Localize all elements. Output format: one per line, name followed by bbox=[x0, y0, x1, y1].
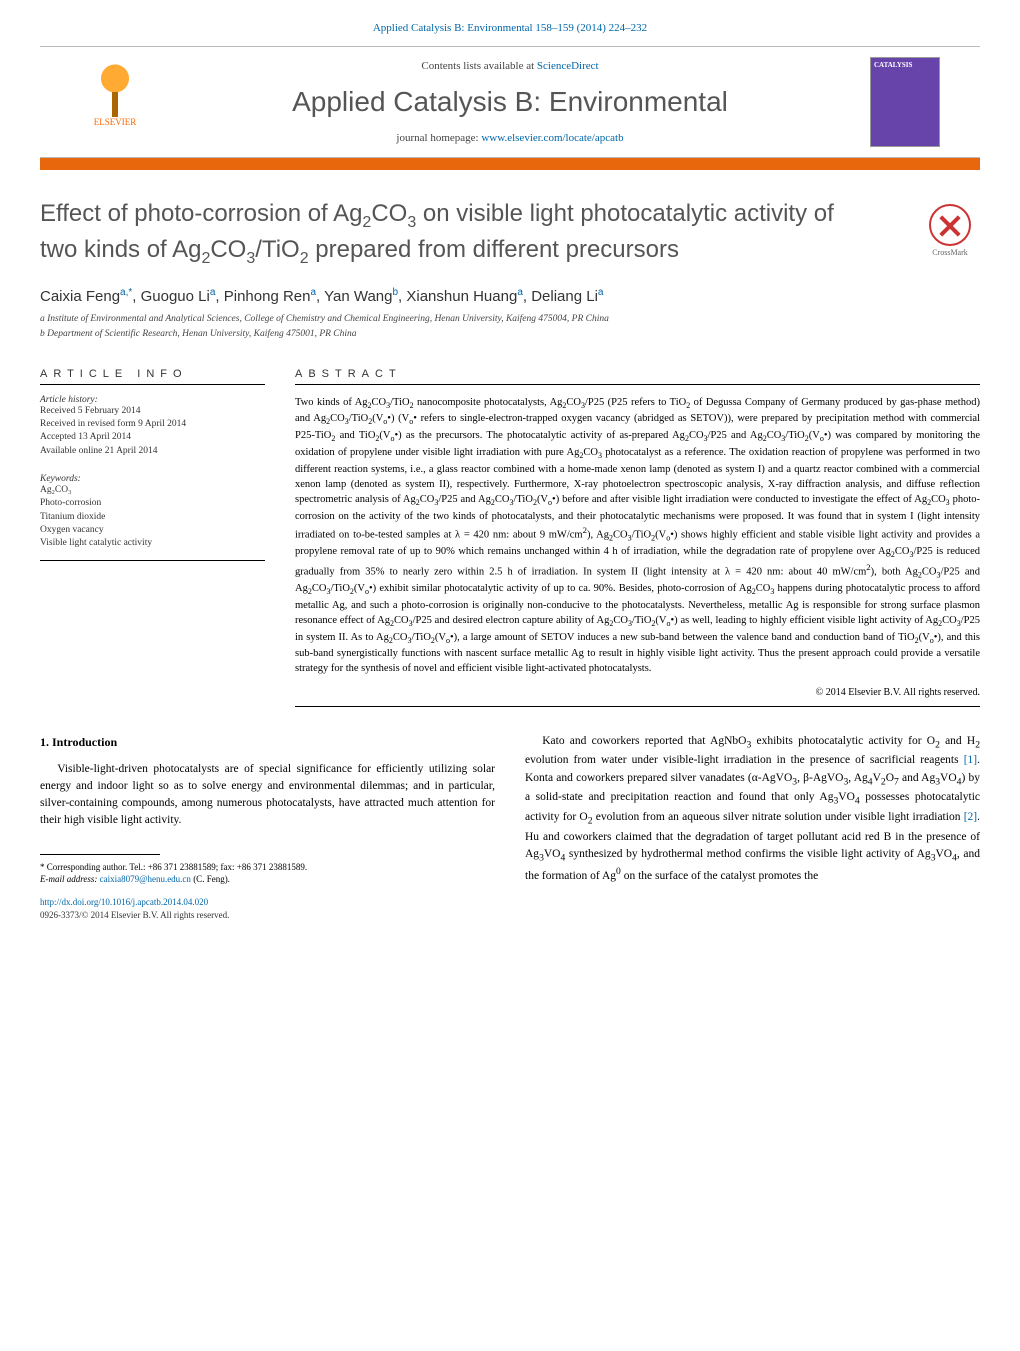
info-abstract-row: ARTICLE INFO Article history: Received 5… bbox=[40, 368, 980, 707]
journal-name: Applied Catalysis B: Environmental bbox=[150, 86, 870, 118]
journal-homepage-link[interactable]: www.elsevier.com/locate/apcatb bbox=[481, 132, 623, 144]
history-lines: Received 5 February 2014 Received in rev… bbox=[40, 405, 265, 458]
history-revised: Received in revised form 9 April 2014 bbox=[40, 418, 265, 431]
corresponding-email-link[interactable]: caixia8079@henu.edu.cn bbox=[100, 874, 191, 884]
doi-link[interactable]: http://dx.doi.org/10.1016/j.apcatb.2014.… bbox=[40, 897, 208, 907]
intro-p2: Kato and coworkers reported that AgNbO3 … bbox=[525, 733, 980, 886]
crossmark-badge[interactable]: CrossMark bbox=[920, 204, 980, 264]
keywords-label: Keywords: bbox=[40, 474, 265, 484]
article-info-col: ARTICLE INFO Article history: Received 5… bbox=[40, 368, 265, 707]
article-info-head: ARTICLE INFO bbox=[40, 368, 265, 385]
keywords-lines: Ag₂CO₃ Photo-corrosion Titanium dioxide … bbox=[40, 484, 265, 561]
keyword-3: Titanium dioxide bbox=[40, 511, 265, 524]
journal-ref-bar: Applied Catalysis B: Environmental 158–1… bbox=[0, 0, 1020, 46]
sciencedirect-link[interactable]: ScienceDirect bbox=[537, 60, 599, 72]
intro-p1: Visible-light-driven photocatalysts are … bbox=[40, 761, 495, 830]
history-accepted: Accepted 13 April 2014 bbox=[40, 431, 265, 444]
email-line: E-mail address: caixia8079@henu.edu.cn (… bbox=[40, 873, 495, 886]
issn-line: 0926-3373/© 2014 Elsevier B.V. All right… bbox=[40, 909, 495, 923]
col-right: Kato and coworkers reported that AgNbO3 … bbox=[525, 733, 980, 923]
journal-ref[interactable]: Applied Catalysis B: Environmental 158–1… bbox=[373, 22, 647, 34]
abstract-col: ABSTRACT Two kinds of Ag2CO3/TiO2 nanoco… bbox=[295, 368, 980, 707]
article-title: Effect of photo-corrosion of Ag2CO3 on v… bbox=[40, 198, 860, 269]
masthead: ELSEVIER Contents lists available at Sci… bbox=[40, 46, 980, 158]
affiliation-b: b Department of Scientific Research, Hen… bbox=[40, 328, 980, 341]
publisher-logo[interactable]: ELSEVIER bbox=[80, 62, 150, 142]
abstract-copyright: © 2014 Elsevier B.V. All rights reserved… bbox=[295, 687, 980, 707]
main-columns: 1. Introduction Visible-light-driven pho… bbox=[40, 733, 980, 923]
doi-line: http://dx.doi.org/10.1016/j.apcatb.2014.… bbox=[40, 896, 495, 910]
keyword-1: Ag₂CO₃ bbox=[40, 484, 265, 497]
homepage-line: journal homepage: www.elsevier.com/locat… bbox=[150, 132, 870, 144]
crossmark-label: CrossMark bbox=[932, 248, 968, 257]
intro-head: 1. Introduction bbox=[40, 733, 495, 751]
journal-cover-thumb[interactable]: CATALYSIS bbox=[870, 57, 940, 147]
footnotes: * Corresponding author. Tel.: +86 371 23… bbox=[40, 861, 495, 886]
affiliations: a Institute of Environmental and Analyti… bbox=[40, 313, 980, 342]
abstract-head: ABSTRACT bbox=[295, 368, 980, 385]
title-row: Effect of photo-corrosion of Ag2CO3 on v… bbox=[40, 198, 980, 269]
cover-brand: CATALYSIS bbox=[874, 61, 936, 69]
abstract-text: Two kinds of Ag2CO3/TiO2 nanocomposite p… bbox=[295, 395, 980, 677]
crossmark-icon bbox=[929, 204, 971, 246]
keyword-2: Photo-corrosion bbox=[40, 497, 265, 510]
history-received: Received 5 February 2014 bbox=[40, 405, 265, 418]
orange-divider bbox=[40, 158, 980, 170]
affiliation-a: a Institute of Environmental and Analyti… bbox=[40, 313, 980, 326]
history-label: Article history: bbox=[40, 395, 265, 405]
publisher-name: ELSEVIER bbox=[94, 117, 137, 127]
footnote-separator bbox=[40, 854, 160, 855]
contents-line: Contents lists available at ScienceDirec… bbox=[150, 60, 870, 72]
col-left: 1. Introduction Visible-light-driven pho… bbox=[40, 733, 495, 923]
corresponding-author: * Corresponding author. Tel.: +86 371 23… bbox=[40, 861, 495, 874]
elsevier-tree-icon bbox=[90, 62, 140, 117]
keyword-4: Oxygen vacancy bbox=[40, 524, 265, 537]
authors: Caixia Fenga,*, Guoguo Lia, Pinhong Rena… bbox=[40, 287, 980, 305]
keyword-5: Visible light catalytic activity bbox=[40, 537, 265, 550]
masthead-center: Contents lists available at ScienceDirec… bbox=[150, 60, 870, 144]
history-online: Available online 21 April 2014 bbox=[40, 445, 265, 458]
article-body: Effect of photo-corrosion of Ag2CO3 on v… bbox=[0, 170, 1020, 953]
